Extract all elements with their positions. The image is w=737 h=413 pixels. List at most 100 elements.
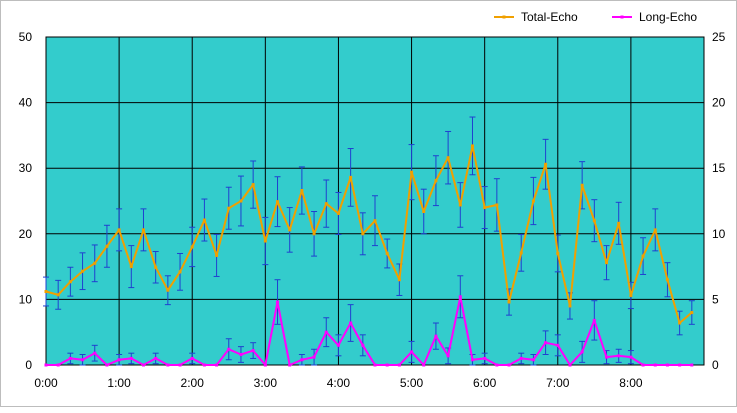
data-point xyxy=(544,341,548,345)
data-point xyxy=(568,304,572,308)
data-point xyxy=(397,363,401,367)
data-point xyxy=(361,343,365,347)
data-point xyxy=(385,251,389,255)
x-axis-tick-labels: 0:00 1:00 2:00 3:00 4:00 5:00 6:00 7:00 8:00 xyxy=(34,376,643,390)
data-point xyxy=(446,156,450,160)
data-point xyxy=(592,318,596,322)
data-point xyxy=(105,363,109,367)
data-point xyxy=(190,356,194,360)
data-point xyxy=(215,253,219,257)
data-point xyxy=(678,363,682,367)
data-point xyxy=(117,358,121,362)
data-point xyxy=(483,206,487,210)
data-point xyxy=(580,183,584,187)
data-point xyxy=(458,203,462,207)
data-point xyxy=(665,278,669,282)
data-point xyxy=(239,199,243,203)
legend-swatch-marker xyxy=(620,15,624,19)
series-line xyxy=(45,144,693,324)
right-tick-label: 10 xyxy=(712,227,726,241)
left-axis-tick-labels: 0 10 20 30 40 50 xyxy=(19,30,33,372)
data-point xyxy=(336,211,340,215)
data-point xyxy=(56,293,60,297)
data-point xyxy=(410,170,414,174)
right-axis-tick-labels: 0 5 10 15 20 25 xyxy=(712,30,726,372)
data-point xyxy=(458,295,462,299)
data-point xyxy=(568,363,572,367)
data-point xyxy=(227,347,231,351)
left-tick-label: 20 xyxy=(19,227,33,241)
data-point xyxy=(93,351,97,355)
data-point xyxy=(544,162,548,166)
data-point xyxy=(434,179,438,183)
data-point xyxy=(641,254,645,258)
data-point xyxy=(56,363,60,367)
right-tick-label: 15 xyxy=(712,161,726,175)
data-point xyxy=(617,354,621,358)
data-point xyxy=(93,261,97,265)
data-point xyxy=(629,293,633,297)
gridlines xyxy=(45,36,704,366)
data-point xyxy=(81,269,85,273)
data-point xyxy=(166,363,170,367)
data-point xyxy=(202,218,206,222)
data-point xyxy=(470,358,474,362)
x-tick-label: 7:00 xyxy=(546,376,570,390)
data-point xyxy=(178,363,182,367)
data-point xyxy=(349,175,353,179)
right-tick-label: 5 xyxy=(712,292,719,306)
x-tick-label: 5:00 xyxy=(400,376,424,390)
data-point xyxy=(324,330,328,334)
data-point xyxy=(141,228,145,232)
x-tick-label: 1:00 xyxy=(107,376,131,390)
data-point xyxy=(653,363,657,367)
data-point xyxy=(531,199,535,203)
data-point xyxy=(422,209,426,213)
data-point xyxy=(495,203,499,207)
data-point xyxy=(385,363,389,367)
data-point xyxy=(251,349,255,353)
data-point xyxy=(422,363,426,367)
data-point xyxy=(251,183,255,187)
data-point xyxy=(263,363,267,367)
data-point xyxy=(605,355,609,359)
legend-label: Total-Echo xyxy=(521,10,578,24)
data-point xyxy=(300,189,304,193)
data-point xyxy=(276,300,280,304)
data-point xyxy=(166,288,170,292)
data-point xyxy=(178,270,182,274)
data-point xyxy=(68,356,72,360)
data-point xyxy=(507,300,511,304)
legend: Total-Echo Long-Echo xyxy=(494,10,697,24)
data-point xyxy=(288,228,292,232)
data-point xyxy=(105,244,109,248)
x-tick-label: 0:00 xyxy=(34,376,58,390)
data-point xyxy=(324,202,328,206)
data-point xyxy=(629,355,633,359)
legend-label: Long-Echo xyxy=(639,10,697,24)
left-tick-label: 50 xyxy=(19,30,33,44)
data-point xyxy=(154,356,158,360)
data-point xyxy=(495,363,499,367)
data-point xyxy=(556,343,560,347)
right-tick-label: 0 xyxy=(712,358,719,372)
series-lines xyxy=(45,144,693,366)
left-tick-label: 0 xyxy=(25,358,32,372)
data-point xyxy=(678,321,682,325)
data-point xyxy=(690,311,694,315)
data-point xyxy=(263,239,267,243)
left-tick-label: 10 xyxy=(19,292,33,306)
data-point xyxy=(507,363,511,367)
data-point xyxy=(336,343,340,347)
right-tick-label: 20 xyxy=(712,96,726,110)
data-point xyxy=(129,265,133,269)
data-point xyxy=(556,251,560,255)
data-point xyxy=(312,232,316,236)
data-point xyxy=(519,356,523,360)
series-line xyxy=(46,295,692,366)
x-tick-label: 4:00 xyxy=(327,376,351,390)
data-point xyxy=(215,363,219,367)
series-points xyxy=(44,144,694,367)
